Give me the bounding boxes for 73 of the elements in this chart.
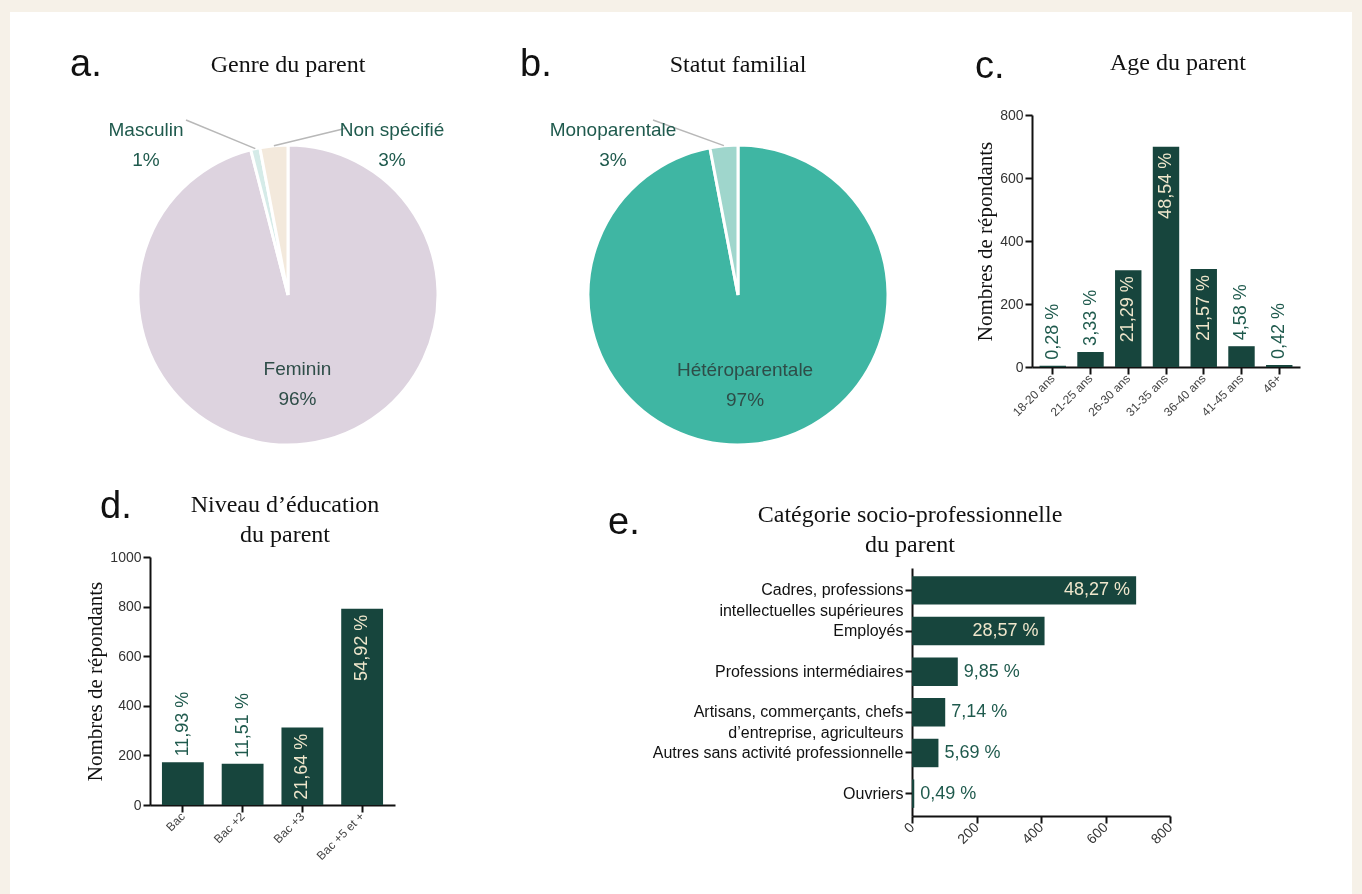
x-tick-label: Bac +3 xyxy=(270,809,308,847)
bar xyxy=(1228,346,1255,367)
annotation: 28,57 % xyxy=(972,620,1039,641)
data-label: 1% xyxy=(132,149,160,170)
y-tick-label: 200 xyxy=(1000,295,1024,312)
annotation: 0,42 % xyxy=(1268,303,1289,360)
slice-label: Feminin xyxy=(263,358,332,380)
y-tick-label: Ouvriers xyxy=(843,784,904,802)
slice-label: Monoparentale xyxy=(549,119,677,140)
y-tick-label: 200 xyxy=(118,746,142,763)
y-tick-label: 1000 xyxy=(110,548,142,565)
text: b. xyxy=(520,42,552,84)
annotation: 21,29 % xyxy=(1117,276,1138,343)
annotation: 11,93 % xyxy=(171,691,192,757)
annotation: 0,28 % xyxy=(1041,303,1062,360)
y-tick-label: 800 xyxy=(118,598,142,615)
y-tick-label: Employés xyxy=(833,622,904,640)
y-tick-label: 0 xyxy=(133,796,142,813)
slice-label: Hétéroparentale xyxy=(676,358,814,380)
y-tick-label: 800 xyxy=(1000,106,1024,123)
x-tick-label: 0 xyxy=(900,818,918,836)
y-tick-label: 400 xyxy=(1000,232,1024,249)
x-tick-label: 800 xyxy=(1147,818,1176,847)
y-tick-label: Professions intermédiaires xyxy=(714,662,904,680)
text: a. xyxy=(70,42,102,84)
chart-title: Catégorie socio-professionnelle du parent xyxy=(757,501,1063,557)
chart-title: Age du parent xyxy=(1110,49,1247,75)
y-tick-label: Autres sans activité professionnelle xyxy=(652,743,904,761)
annotation: 9,85 % xyxy=(963,660,1020,681)
x-tick-label: Bac +5 et + xyxy=(313,809,368,863)
y-axis-title: Nombres de répondants xyxy=(973,141,998,342)
bar xyxy=(1077,351,1104,367)
y-tick-label: 0 xyxy=(1015,358,1024,375)
x-tick-label: 400 xyxy=(1018,818,1047,847)
pie-slice xyxy=(586,143,890,447)
slice-label: Masculin xyxy=(108,119,184,140)
slice-label: Non spécifié xyxy=(339,119,445,140)
y-tick-label: Artisans, commerçants, chefs d’entreprise, agriculteurs xyxy=(693,703,904,742)
text: d. xyxy=(100,484,132,526)
x-tick-label: 200 xyxy=(954,818,983,847)
annotation: 54,92 % xyxy=(351,614,372,681)
y-tick-label: 600 xyxy=(118,647,142,664)
annotation: 48,27 % xyxy=(1064,579,1131,600)
bar xyxy=(161,762,204,805)
data-label: 3% xyxy=(378,149,406,170)
annotation: 5,69 % xyxy=(944,741,1001,762)
chart-title: Niveau d’éducation du parent xyxy=(190,491,380,547)
chart-title: Statut familial xyxy=(669,51,807,77)
bar xyxy=(1152,146,1180,367)
y-tick-label: Cadres, professions intellectuelles supérieures xyxy=(719,581,904,620)
x-tick-label: Bac xyxy=(163,809,188,835)
bar xyxy=(341,608,384,805)
y-tick-label: 400 xyxy=(118,697,142,714)
annotation: 3,33 % xyxy=(1079,289,1100,346)
annotation: 48,54 % xyxy=(1155,152,1175,219)
annotation: 4,58 % xyxy=(1230,284,1251,341)
data-label: 3% xyxy=(599,149,627,170)
bar xyxy=(221,763,264,805)
x-tick-label: Bac +2 xyxy=(211,809,248,847)
annotation: 0,49 % xyxy=(920,782,977,803)
y-tick-label: 600 xyxy=(1000,169,1024,186)
data-label: 97% xyxy=(726,388,765,410)
text: c. xyxy=(975,44,1005,86)
chart-title: Genre du parent xyxy=(210,51,366,77)
x-tick-label: 600 xyxy=(1083,818,1112,847)
annotation: 21,64 % xyxy=(291,733,312,800)
text: e. xyxy=(608,500,640,542)
annotation: 21,57 % xyxy=(1192,275,1213,342)
x-tick-label: 46+ xyxy=(1259,371,1285,396)
y-axis-title: Nombres de répondants xyxy=(83,581,108,782)
annotation: 7,14 % xyxy=(951,701,1008,722)
annotation: 11,51 % xyxy=(231,693,252,758)
data-label: 96% xyxy=(278,388,317,410)
